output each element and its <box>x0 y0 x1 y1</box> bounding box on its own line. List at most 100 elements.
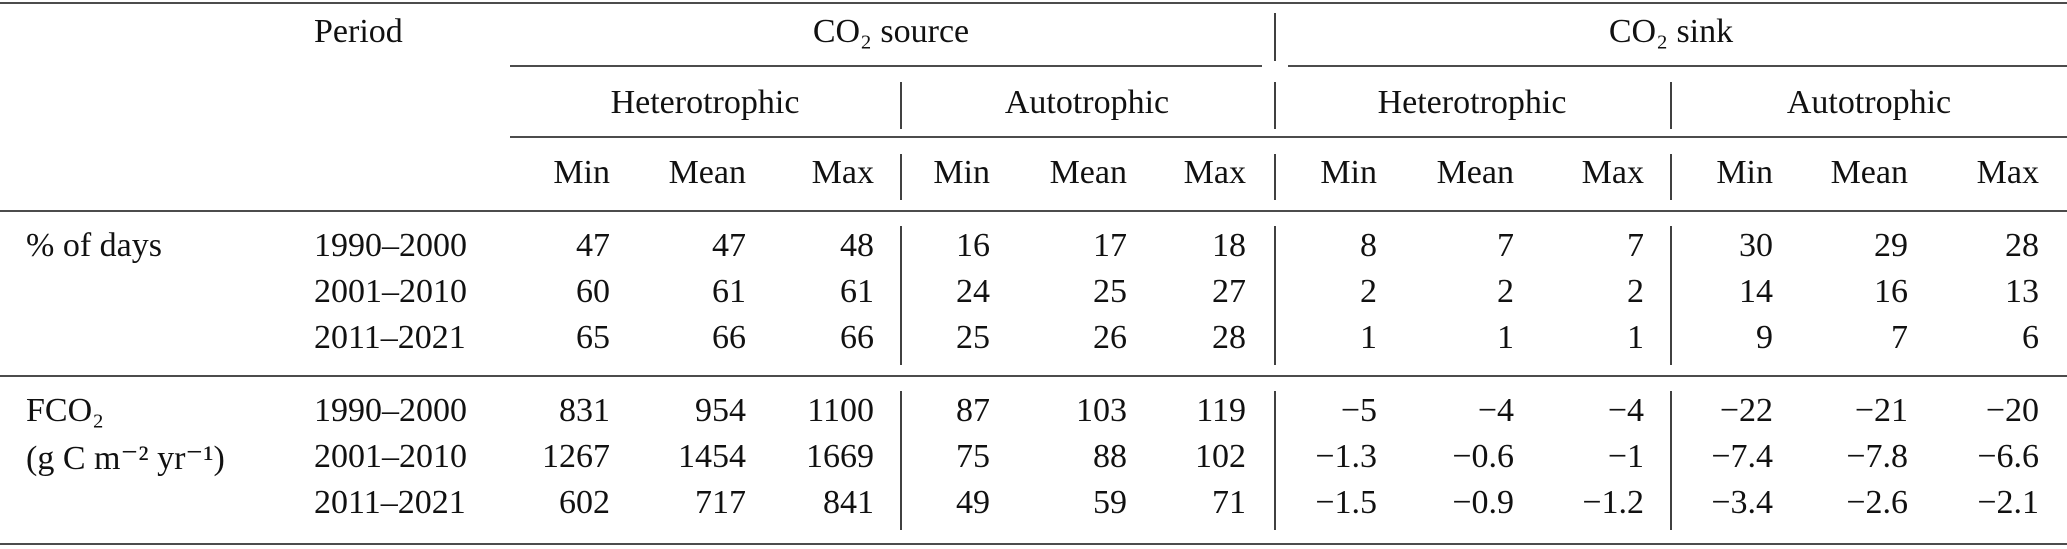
value-cell: 60 <box>576 273 610 310</box>
period-cell: 1990–2000 <box>314 227 467 264</box>
value-cell: 30 <box>1739 227 1773 264</box>
value-cell: 841 <box>823 484 874 521</box>
value-cell: −1.5 <box>1315 484 1377 521</box>
subgroup-header: Heterotrophic <box>611 84 800 121</box>
column-header: Mean <box>1050 154 1127 191</box>
value-cell: 18 <box>1212 227 1246 264</box>
value-cell: 16 <box>956 227 990 264</box>
value-cell: 25 <box>956 319 990 356</box>
value-cell: 8 <box>1360 227 1377 264</box>
value-cell: 47 <box>712 227 746 264</box>
value-cell: 27 <box>1212 273 1246 310</box>
value-cell: 66 <box>840 319 874 356</box>
value-cell: 7 <box>1497 227 1514 264</box>
value-cell: −3.4 <box>1711 484 1773 521</box>
value-cell: −1 <box>1608 438 1644 475</box>
value-cell: 88 <box>1093 438 1127 475</box>
period-cell: 2001–2010 <box>314 438 467 475</box>
value-cell: 954 <box>695 392 746 429</box>
value-cell: 7 <box>1891 319 1908 356</box>
value-cell: 16 <box>1874 273 1908 310</box>
value-cell: 2 <box>1360 273 1377 310</box>
column-header: Min <box>553 154 610 191</box>
group-header: CO₂ source <box>813 13 969 50</box>
value-cell: −22 <box>1720 392 1773 429</box>
value-cell: 1 <box>1497 319 1514 356</box>
column-header: Mean <box>1831 154 1908 191</box>
value-cell: 14 <box>1739 273 1773 310</box>
value-cell: 1454 <box>678 438 746 475</box>
value-cell: 1267 <box>542 438 610 475</box>
value-cell: −2.6 <box>1846 484 1908 521</box>
value-cell: 61 <box>840 273 874 310</box>
value-cell: −1.3 <box>1315 438 1377 475</box>
value-cell: −2.1 <box>1977 484 2039 521</box>
value-cell: −6.6 <box>1977 438 2039 475</box>
value-cell: 103 <box>1076 392 1127 429</box>
column-header: Min <box>1716 154 1773 191</box>
value-cell: −20 <box>1986 392 2039 429</box>
value-cell: 71 <box>1212 484 1246 521</box>
value-cell: 6 <box>2022 319 2039 356</box>
value-cell: 48 <box>840 227 874 264</box>
value-cell: 717 <box>695 484 746 521</box>
value-cell: −0.6 <box>1452 438 1514 475</box>
value-cell: −4 <box>1478 392 1514 429</box>
value-cell: 75 <box>956 438 990 475</box>
period-cell: 2011–2021 <box>314 319 466 356</box>
column-header: Min <box>933 154 990 191</box>
section-label: % of days <box>26 227 162 264</box>
value-cell: 2 <box>1497 273 1514 310</box>
value-cell: −7.8 <box>1846 438 1908 475</box>
period-cell: 2011–2021 <box>314 484 466 521</box>
value-cell: 49 <box>956 484 990 521</box>
value-cell: 602 <box>559 484 610 521</box>
column-header: Mean <box>669 154 746 191</box>
value-cell: 1 <box>1627 319 1644 356</box>
value-cell: 66 <box>712 319 746 356</box>
value-cell: 59 <box>1093 484 1127 521</box>
value-cell: −21 <box>1855 392 1908 429</box>
column-header: Min <box>1320 154 1377 191</box>
value-cell: 61 <box>712 273 746 310</box>
value-cell: 47 <box>576 227 610 264</box>
subgroup-header: Autotrophic <box>1005 84 1169 121</box>
period-cell: 1990–2000 <box>314 392 467 429</box>
value-cell: 1 <box>1360 319 1377 356</box>
value-cell: 2 <box>1627 273 1644 310</box>
value-cell: −5 <box>1341 392 1377 429</box>
value-cell: 26 <box>1093 319 1127 356</box>
value-cell: 7 <box>1627 227 1644 264</box>
value-cell: 119 <box>1196 392 1246 429</box>
value-cell: −4 <box>1608 392 1644 429</box>
value-cell: −7.4 <box>1711 438 1773 475</box>
column-header: Max <box>1582 154 1644 191</box>
column-header: Max <box>1184 154 1246 191</box>
value-cell: 87 <box>956 392 990 429</box>
section-label: FCO₂ <box>26 392 104 429</box>
value-cell: 28 <box>1212 319 1246 356</box>
column-header: Max <box>1977 154 2039 191</box>
value-cell: 29 <box>1874 227 1908 264</box>
value-cell: 831 <box>559 392 610 429</box>
value-cell: 65 <box>576 319 610 356</box>
value-cell: −1.2 <box>1582 484 1644 521</box>
value-cell: 24 <box>956 273 990 310</box>
header-period: Period <box>314 13 403 50</box>
value-cell: 102 <box>1195 438 1246 475</box>
value-cell: 1100 <box>807 392 874 429</box>
value-cell: 13 <box>2005 273 2039 310</box>
column-header: Mean <box>1437 154 1514 191</box>
column-header: Max <box>812 154 874 191</box>
value-cell: 28 <box>2005 227 2039 264</box>
subgroup-header: Heterotrophic <box>1378 84 1567 121</box>
subgroup-header: Autotrophic <box>1787 84 1951 121</box>
section-label: (g C m⁻² yr⁻¹) <box>26 440 225 477</box>
value-cell: 25 <box>1093 273 1127 310</box>
value-cell: 17 <box>1093 227 1127 264</box>
value-cell: 1669 <box>806 438 874 475</box>
value-cell: 9 <box>1756 319 1773 356</box>
group-header: CO₂ sink <box>1609 13 1733 50</box>
value-cell: −0.9 <box>1452 484 1514 521</box>
